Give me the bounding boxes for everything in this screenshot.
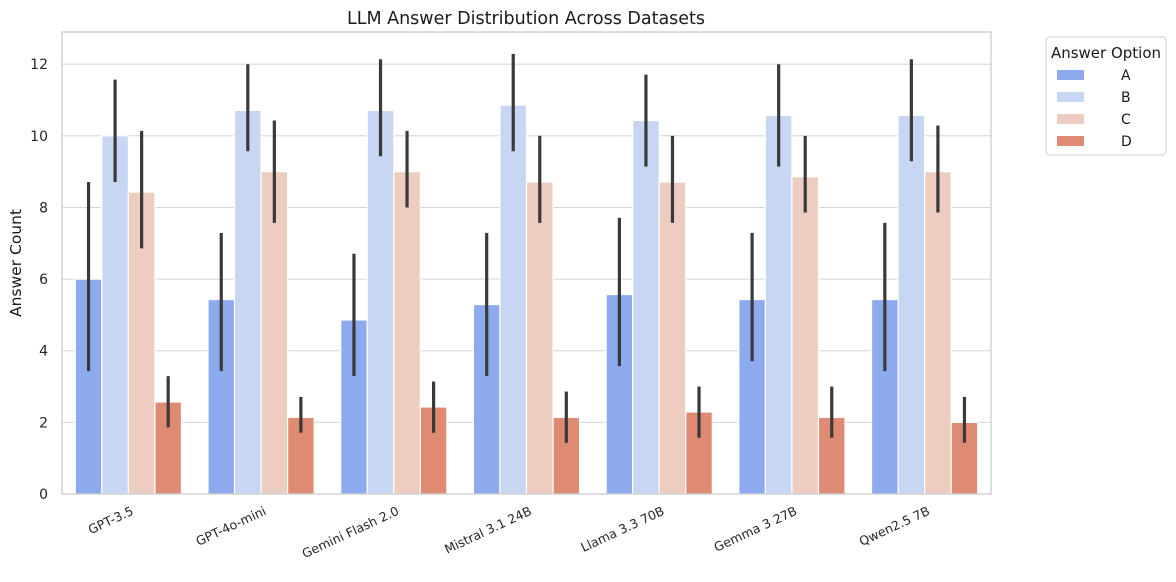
y-tick-label: 8 <box>39 200 48 216</box>
legend-swatch-C <box>1057 114 1084 124</box>
legend-label-C: C <box>1121 112 1131 128</box>
x-tick-label: Llama 3.3 70B <box>578 503 666 555</box>
bar-C-1 <box>260 171 289 495</box>
plot-frame <box>61 31 992 495</box>
legend-label-D: D <box>1121 134 1132 150</box>
y-tick-label: 6 <box>39 272 48 288</box>
y-axis-ticks: 0 2 4 6 8 10 12 <box>30 57 48 503</box>
x-tick-label: Mistral 3.1 24B <box>442 503 534 556</box>
bar-B-3 <box>499 104 528 495</box>
legend-swatch-D <box>1057 136 1084 146</box>
y-axis-label: Answer Count <box>7 209 25 317</box>
legend-swatch-B <box>1057 92 1084 102</box>
y-tick-label: 0 <box>39 487 48 503</box>
bar-B-2 <box>366 109 395 495</box>
x-tick-label: Qwen2.5 7B <box>857 503 932 549</box>
legend-swatch-A <box>1057 70 1084 80</box>
chart-title: LLM Answer Distribution Across Datasets <box>347 9 705 29</box>
bars <box>74 104 979 495</box>
x-tick-label: GPT-3.5 <box>86 503 136 537</box>
bar-D-2 <box>419 406 448 495</box>
legend-frame <box>1045 36 1167 156</box>
bar-B-0 <box>101 135 129 495</box>
bar-C-3 <box>525 181 554 495</box>
bar-C-6 <box>924 171 952 495</box>
legend-label-B: B <box>1121 90 1131 106</box>
legend-label-A: A <box>1121 68 1131 84</box>
bar-B-5 <box>764 114 793 495</box>
x-tick-label: Gemini Flash 2.0 <box>300 503 402 561</box>
y-tick-label: 4 <box>39 344 48 360</box>
y-tick-label: 2 <box>39 415 48 431</box>
bar-B-6 <box>897 114 926 495</box>
y-tick-label: 12 <box>30 57 48 73</box>
x-tick-label: Gemma 3 27B <box>711 503 799 555</box>
bar-C-4 <box>658 181 687 495</box>
x-tick-label: GPT-4o-mini <box>193 503 268 549</box>
bar-B-4 <box>632 119 660 495</box>
bar-C-5 <box>791 176 820 495</box>
y-tick-label: 10 <box>30 129 48 145</box>
x-axis-ticks: GPT-3.5 GPT-4o-mini Gemini Flash 2.0 Mistra… <box>86 503 932 561</box>
bar-C-2 <box>393 171 421 495</box>
bar-B-1 <box>233 109 262 495</box>
error-bars <box>86 53 967 443</box>
legend-title: Answer Option <box>1051 44 1161 62</box>
